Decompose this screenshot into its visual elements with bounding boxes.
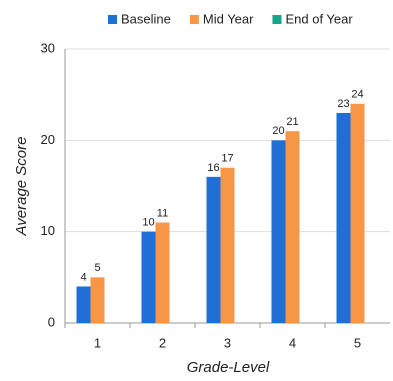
- value-label: 24: [351, 89, 363, 101]
- bar: [220, 167, 235, 323]
- legend-swatch: [189, 15, 199, 24]
- bar: [285, 131, 300, 323]
- value-label: 21: [286, 116, 298, 128]
- bar: [271, 140, 286, 323]
- x-axis-title: Grade-Level: [187, 359, 270, 376]
- bar: [141, 231, 156, 323]
- legend-swatch: [272, 15, 282, 24]
- x-tick-label: 1: [94, 335, 101, 350]
- x-tick-label: 2: [159, 335, 166, 350]
- y-tick-label: 20: [41, 132, 55, 147]
- value-label: 4: [80, 271, 86, 283]
- value-label: 16: [207, 162, 219, 174]
- legend-swatch: [108, 15, 117, 24]
- legend-label: Mid Year: [203, 11, 254, 26]
- bar: [155, 222, 170, 323]
- bar: [90, 277, 105, 323]
- value-label: 11: [157, 207, 168, 219]
- y-tick-label: 0: [48, 314, 55, 329]
- x-tick-label: 3: [224, 335, 231, 350]
- value-label: 17: [221, 153, 233, 165]
- y-tick-label: 10: [41, 223, 55, 238]
- bar: [350, 103, 365, 323]
- value-label: 5: [94, 262, 100, 274]
- y-axis-title: Average Score: [13, 137, 30, 237]
- value-label: 23: [337, 98, 349, 110]
- x-tick-label: 4: [289, 335, 296, 350]
- legend-label: Baseline: [121, 11, 171, 26]
- value-label: 10: [142, 217, 154, 229]
- x-tick-label: 5: [354, 335, 361, 350]
- y-tick-label: 30: [41, 40, 55, 55]
- bar: [76, 286, 91, 323]
- bar: [336, 112, 351, 323]
- bar: [206, 176, 221, 323]
- legend-label: End of Year: [285, 11, 353, 26]
- value-label: 20: [272, 125, 284, 137]
